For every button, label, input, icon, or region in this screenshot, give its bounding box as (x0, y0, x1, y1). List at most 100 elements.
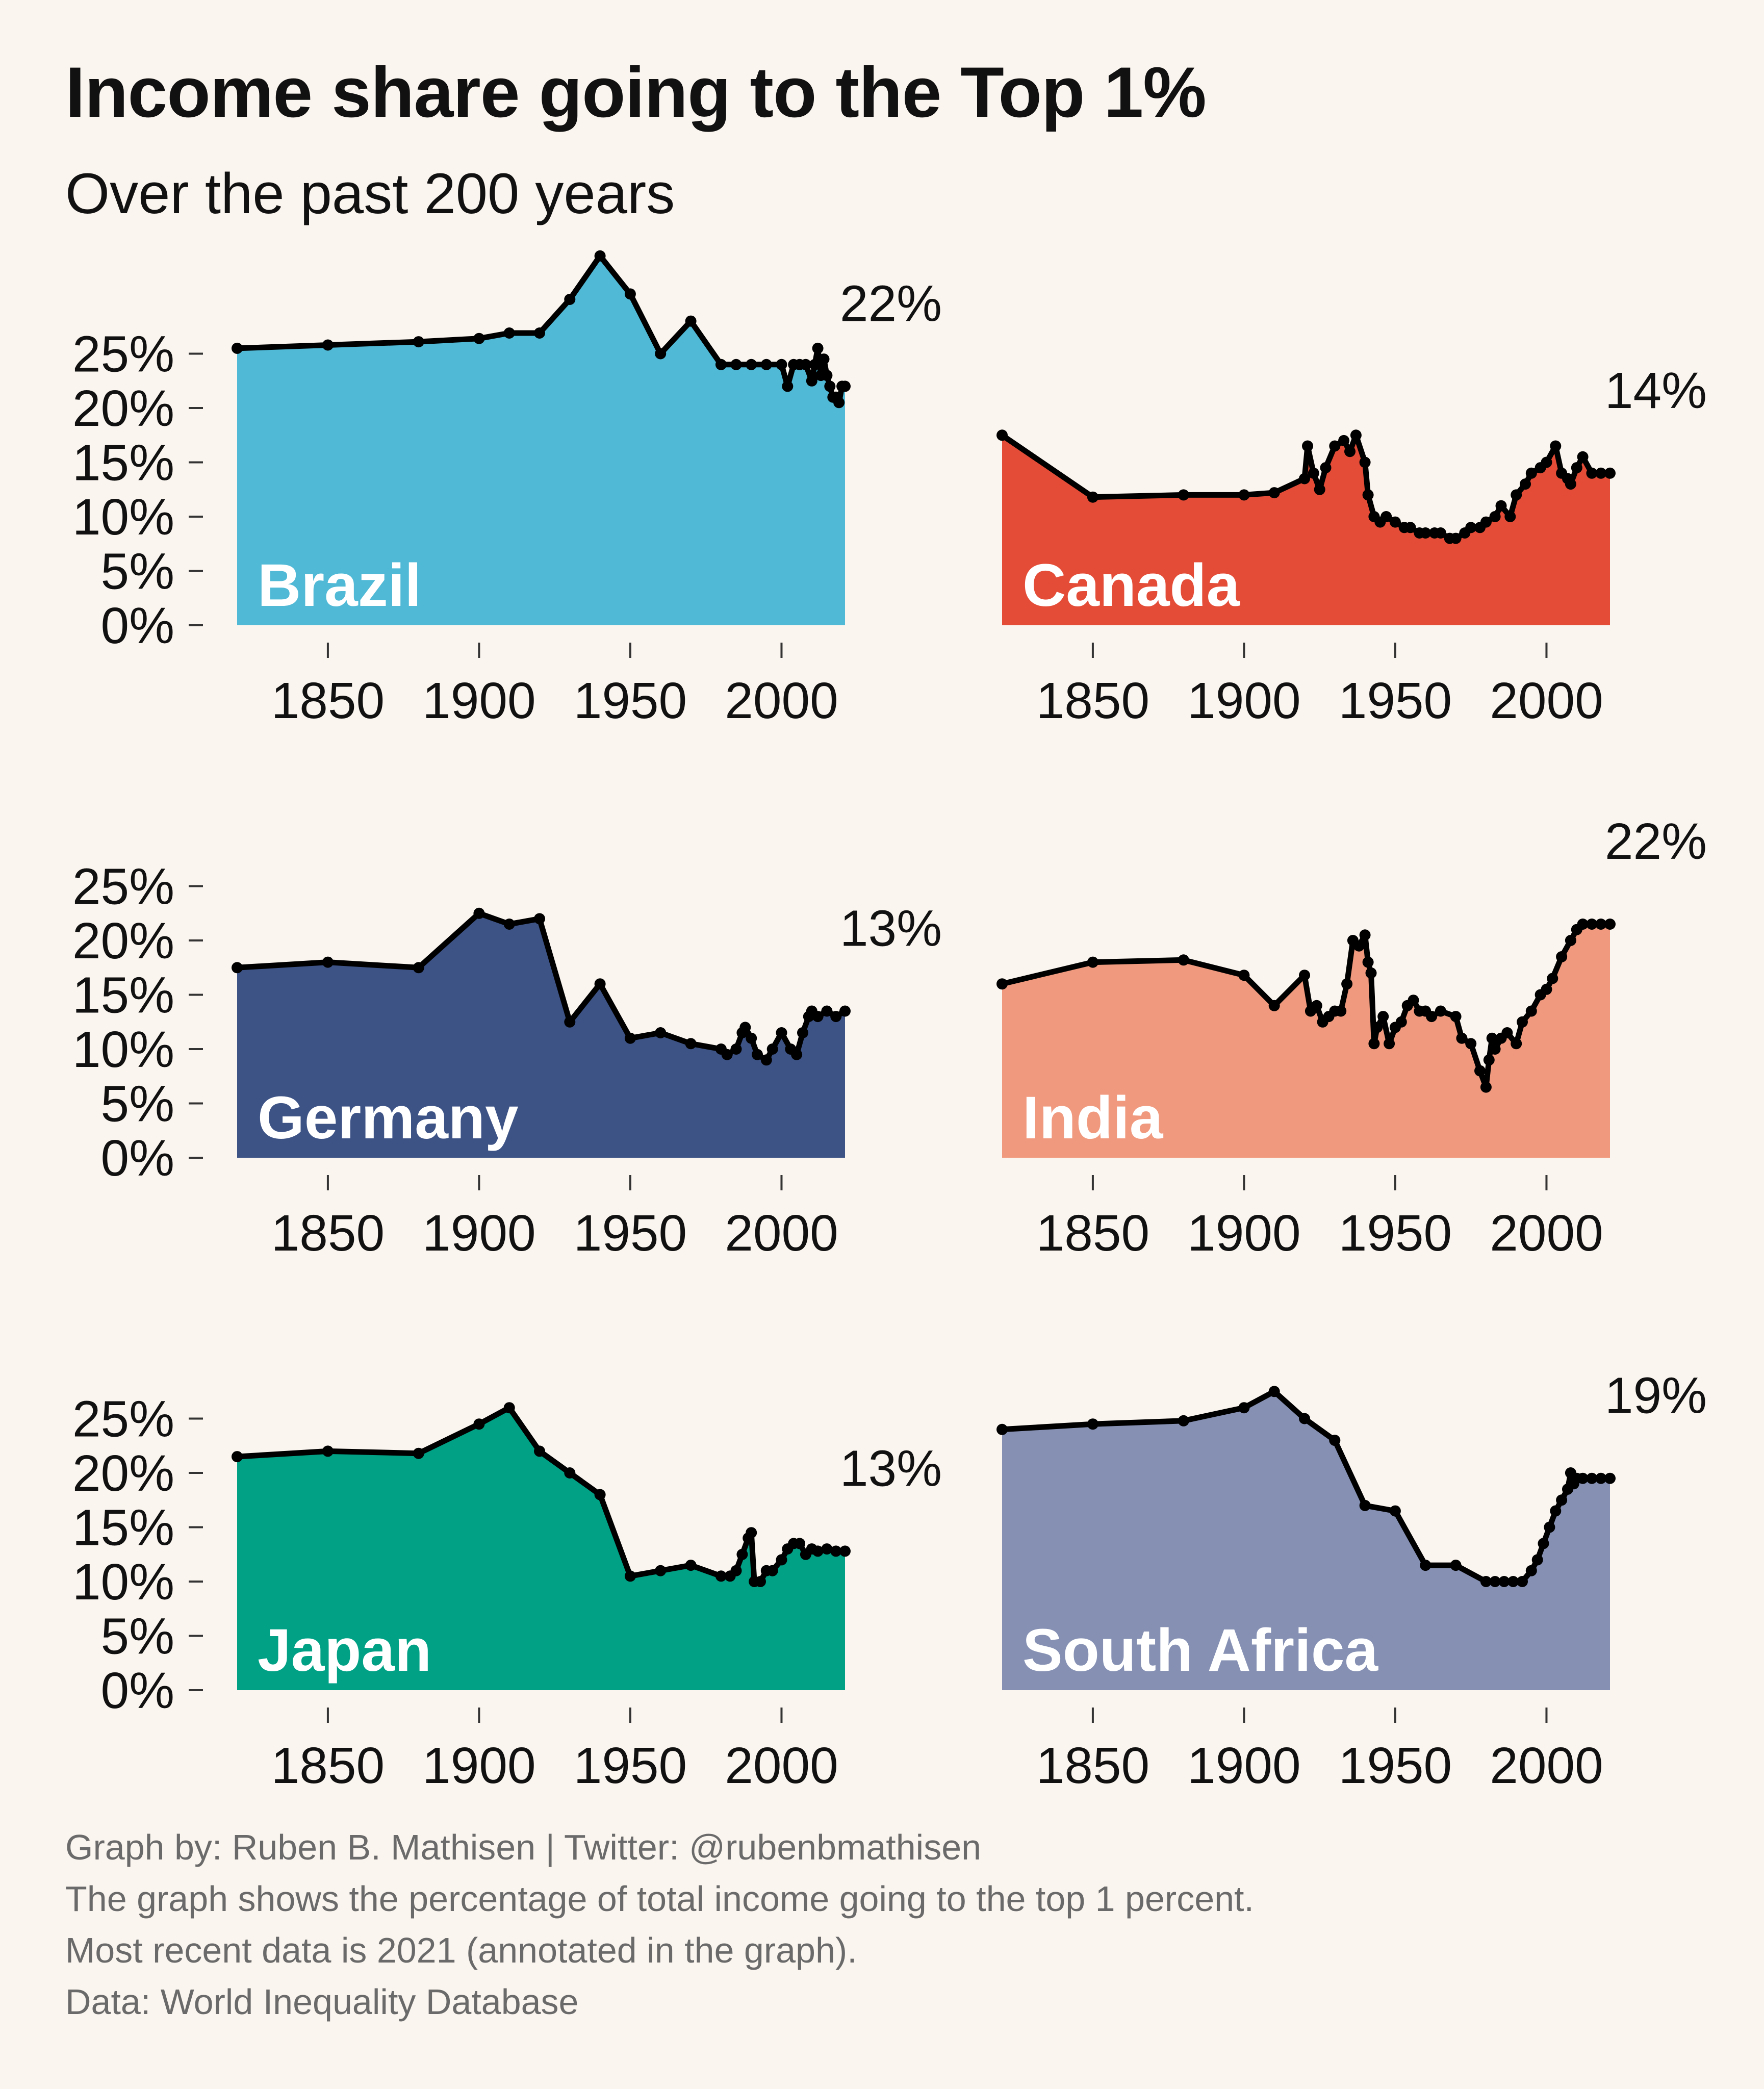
point-south-africa (1531, 1554, 1543, 1566)
point-japan (746, 1527, 757, 1539)
panel-canada: Canada 14% 1850 1900 1950 2000 (996, 362, 1707, 729)
point-brazil (534, 327, 545, 339)
point-south-africa (1480, 1576, 1492, 1587)
y-tick-label: 15% (72, 967, 174, 1024)
panel-japan: Japan 13% 1850 1900 1950 2000 0%5%10%15%20%25% (72, 1391, 942, 1795)
point-brazil (655, 348, 667, 360)
point-canada (996, 429, 1008, 441)
x-tick-label: 1950 (1339, 1205, 1452, 1262)
x-tick-label: 1950 (574, 1205, 687, 1262)
point-japan (624, 1570, 636, 1582)
point-canada (1450, 532, 1462, 544)
point-japan (594, 1489, 606, 1500)
point-japan (776, 1554, 787, 1566)
point-canada (1595, 467, 1607, 479)
point-canada (1550, 440, 1562, 452)
point-canada (1435, 527, 1446, 539)
point-canada (1504, 511, 1516, 522)
footer-source: Data: World Inequality Database (65, 1982, 579, 2022)
point-india (1178, 954, 1189, 966)
y-tick-label: 25% (72, 326, 174, 383)
point-india (1556, 951, 1568, 962)
point-brazil (746, 359, 757, 370)
point-japan (821, 1543, 833, 1555)
area-canada (1002, 435, 1610, 625)
x-tick-label: 1850 (1036, 1205, 1149, 1262)
point-india (1362, 956, 1374, 968)
point-japan (812, 1545, 824, 1557)
page-subtitle: Over the past 200 years (65, 162, 675, 225)
x-tick-label: 1900 (422, 672, 535, 729)
point-india (1268, 1000, 1280, 1011)
point-germany (830, 1011, 842, 1023)
point-south-africa (1389, 1505, 1401, 1517)
point-india (1577, 919, 1589, 930)
point-canada (1565, 478, 1576, 490)
point-canada (1344, 446, 1356, 457)
point-japan (685, 1560, 697, 1571)
area-japan (237, 1408, 845, 1690)
point-japan (830, 1545, 842, 1557)
point-india (1426, 1011, 1438, 1023)
point-south-africa (1329, 1435, 1341, 1446)
point-canada (1302, 440, 1313, 452)
y-tick-label: 5% (100, 1608, 174, 1665)
point-japan (736, 1548, 748, 1560)
point-brazil (322, 339, 334, 351)
area-brazil (237, 256, 845, 625)
point-brazil (715, 359, 727, 370)
page-title: Income share going to the Top 1% (65, 52, 1207, 132)
x-tick-label: 2000 (1490, 672, 1603, 729)
x-tick-label: 1850 (1036, 672, 1149, 729)
point-india (1299, 970, 1310, 981)
point-south-africa (1577, 1472, 1589, 1484)
point-brazil (812, 342, 824, 354)
y-tick-label: 20% (72, 380, 174, 437)
area-south-africa (1002, 1391, 1610, 1690)
point-japan (730, 1565, 742, 1576)
point-brazil (818, 353, 830, 365)
point-germany (655, 1027, 667, 1038)
point-brazil (839, 380, 851, 392)
point-germany (812, 1011, 824, 1023)
point-india (1541, 983, 1552, 995)
point-india (1525, 1005, 1537, 1017)
point-canada (1525, 467, 1537, 479)
point-india (1450, 1011, 1462, 1023)
point-south-africa (1178, 1415, 1189, 1426)
point-india (1341, 978, 1353, 990)
point-japan (715, 1570, 727, 1582)
country-label-brazil: Brazil (258, 552, 421, 619)
point-germany (594, 978, 606, 990)
point-brazil (503, 327, 515, 339)
x-tick-label: 1900 (422, 1737, 535, 1794)
point-south-africa (1550, 1505, 1562, 1517)
x-tick-label: 1850 (1036, 1737, 1149, 1794)
point-brazil (730, 359, 742, 370)
point-japan (655, 1565, 667, 1576)
point-india (1087, 956, 1098, 968)
point-germany (721, 1049, 733, 1060)
point-india (1501, 1027, 1513, 1038)
y-tick-label: 25% (72, 858, 174, 915)
country-label-germany: Germany (258, 1084, 519, 1152)
panel-germany: Germany 13% 1850 1900 1950 2000 0%5%10%15%20%2… (72, 858, 942, 1262)
point-germany (752, 1049, 763, 1060)
point-india (1586, 919, 1598, 930)
footer-note-2: Most recent data is 2021 (annotated in t… (65, 1930, 857, 1970)
point-india (1435, 1005, 1446, 1017)
point-canada (1389, 516, 1401, 528)
y-tick-label: 10% (72, 1553, 174, 1611)
point-india (1595, 919, 1607, 930)
point-japan (564, 1467, 576, 1479)
point-canada (1329, 440, 1341, 452)
latest-value-label-japan: 13% (840, 1440, 942, 1497)
point-south-africa (1556, 1494, 1568, 1506)
x-tick-label: 1900 (1187, 1205, 1300, 1262)
point-brazil (473, 333, 485, 344)
point-brazil (800, 359, 811, 370)
footer-note-1: The graph shows the percentage of total … (65, 1879, 1254, 1919)
point-canada (1541, 456, 1552, 468)
point-germany (322, 956, 334, 968)
point-germany (739, 1022, 751, 1033)
